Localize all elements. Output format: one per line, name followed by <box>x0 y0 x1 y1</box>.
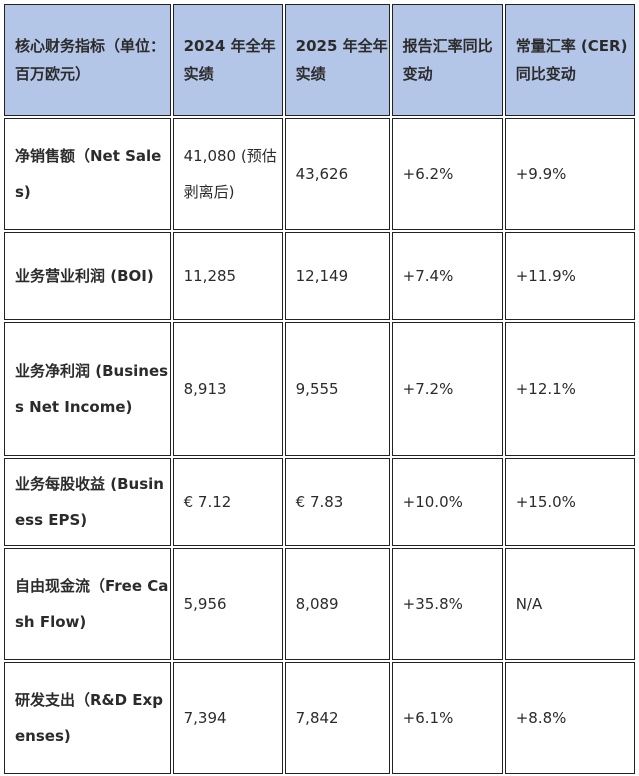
cell-2024: 11,285 <box>172 232 283 320</box>
cell-2024: 8,913 <box>172 322 283 456</box>
table-row: 净销售额（Net Sales) 41,080 (预估剥离后) 43,626 +6… <box>4 118 635 230</box>
cell-2025: € 7.83 <box>284 458 390 546</box>
cell-2025: 9,555 <box>284 322 390 456</box>
cell-reported-change: +7.2% <box>391 322 503 456</box>
metric-business-net-income: 业务净利润 (Business Net Income) <box>4 322 171 456</box>
cell-2024: 5,956 <box>172 548 283 660</box>
cell-cer-change: +11.9% <box>504 232 635 320</box>
metric-boi: 业务营业利润 (BOI) <box>4 232 171 320</box>
header-2025-actual: 2025 年全年实绩 <box>284 4 390 116</box>
cell-2025: 8,089 <box>284 548 390 660</box>
metric-rd-expenses: 研发支出（R&D Expenses) <box>4 662 171 774</box>
header-cer-change: 常量汇率 (CER) 同比变动 <box>504 4 635 116</box>
header-metric: 核心财务指标（单位：百万欧元） <box>4 4 171 116</box>
cell-2024: € 7.12 <box>172 458 283 546</box>
table-header-row: 核心财务指标（单位：百万欧元） 2024 年全年实绩 2025 年全年实绩 报告… <box>4 4 635 116</box>
metric-net-sales: 净销售额（Net Sales) <box>4 118 171 230</box>
header-reported-change: 报告汇率同比变动 <box>391 4 503 116</box>
cell-cer-change: +8.8% <box>504 662 635 774</box>
header-2024-actual: 2024 年全年实绩 <box>172 4 283 116</box>
cell-2025: 12,149 <box>284 232 390 320</box>
cell-reported-change: +35.8% <box>391 548 503 660</box>
metric-business-eps: 业务每股收益 (Business EPS) <box>4 458 171 546</box>
table-row: 研发支出（R&D Expenses) 7,394 7,842 +6.1% +8.… <box>4 662 635 774</box>
cell-reported-change: +6.1% <box>391 662 503 774</box>
metric-free-cash-flow: 自由现金流（Free Cash Flow) <box>4 548 171 660</box>
table-row: 自由现金流（Free Cash Flow) 5,956 8,089 +35.8%… <box>4 548 635 660</box>
table-row: 业务营业利润 (BOI) 11,285 12,149 +7.4% +11.9% <box>4 232 635 320</box>
cell-cer-change: +9.9% <box>504 118 635 230</box>
cell-2025: 7,842 <box>284 662 390 774</box>
cell-reported-change: +10.0% <box>391 458 503 546</box>
cell-2024: 41,080 (预估剥离后) <box>172 118 283 230</box>
cell-cer-change: +15.0% <box>504 458 635 546</box>
table-row: 业务每股收益 (Business EPS) € 7.12 € 7.83 +10.… <box>4 458 635 546</box>
cell-cer-change: N/A <box>504 548 635 660</box>
cell-2025: 43,626 <box>284 118 390 230</box>
cell-2024: 7,394 <box>172 662 283 774</box>
cell-reported-change: +7.4% <box>391 232 503 320</box>
table-row: 业务净利润 (Business Net Income) 8,913 9,555 … <box>4 322 635 456</box>
cell-reported-change: +6.2% <box>391 118 503 230</box>
cell-cer-change: +12.1% <box>504 322 635 456</box>
